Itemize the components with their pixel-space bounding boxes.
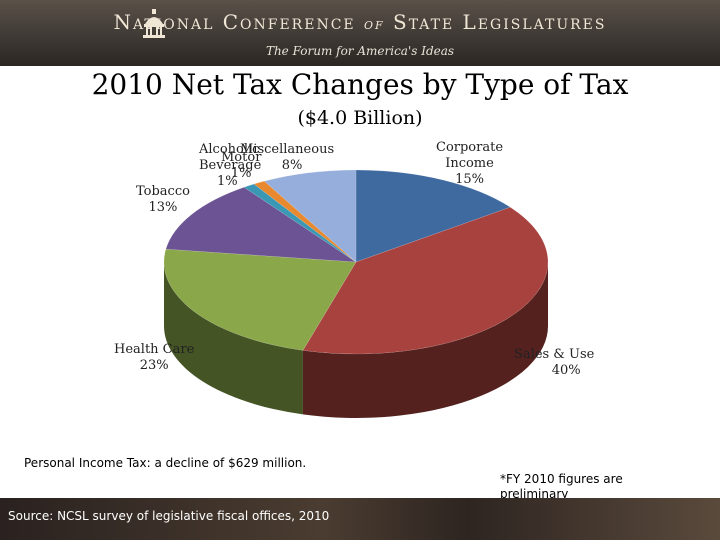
slice-label-health-value: 23% <box>139 358 169 373</box>
org-name: National Conference of State Legislature… <box>0 10 720 34</box>
slice-label-sales: Sales & Use 40% <box>514 347 594 379</box>
pie-slice-corporate-income <box>355 169 511 263</box>
pie-slice-health-care <box>163 248 357 351</box>
slice-label-tobacco-line1: Tobacco <box>136 184 190 199</box>
chart-title: 2010 Net Tax Changes by Type of Tax <box>91 68 629 101</box>
org-tagline: The Forum for America's Ideas <box>265 44 455 58</box>
pie-slice-miscellaneous <box>263 169 357 263</box>
org-name-part2: State Legislatures <box>393 10 607 34</box>
slice-label-alcohol: Alcoholic Beverage 1% <box>199 142 261 190</box>
slice-label-alcohol-value: 1% <box>217 174 238 189</box>
slice-label-health: Health Care 23% <box>114 342 194 374</box>
slice-label-motor-value: 1% <box>230 166 252 181</box>
slice-label-motor-line1: Motor <box>221 150 262 165</box>
pie-slice-alcoholic-beverage <box>243 183 357 263</box>
slice-label-tobacco-value: 13% <box>148 200 178 215</box>
slice-label-misc-line1: Miscellaneous <box>240 142 335 157</box>
slice-label-tobacco: Tobacco 13% <box>136 184 190 216</box>
slice-label-health-line1: Health Care <box>114 342 195 357</box>
source-note: Source: NCSL survey of legislative fisca… <box>8 509 330 523</box>
personal-income-note: Personal Income Tax: a decline of $629 m… <box>24 456 307 470</box>
pie-side-health-care <box>164 262 303 415</box>
preliminary-note: *FY 2010 figures are preliminary <box>500 472 623 500</box>
slice-label-corporate: Corporate Income 15% <box>436 140 503 188</box>
slice-label-motor: Motor 1% <box>221 150 261 182</box>
pie-slice-motor-fuel <box>253 180 357 263</box>
pie-side-sales-use <box>302 262 548 418</box>
footer-banner <box>0 498 720 540</box>
org-name-of: of <box>364 15 385 33</box>
slice-label-alcohol-line2: Beverage <box>199 158 262 173</box>
slice-label-corporate-value: 15% <box>455 172 484 187</box>
slice-label-corporate-line1: Corporate <box>436 140 504 155</box>
slice-label-sales-value: 40% <box>551 363 581 378</box>
slice-label-misc-value: 8% <box>281 158 303 173</box>
capitol-dome-icon <box>143 9 165 38</box>
chart-subtitle: ($4.0 Billion) <box>297 107 423 129</box>
slice-label-sales-line1: Sales & Use <box>514 347 595 362</box>
header-banner: National Conference of State Legislature… <box>0 0 720 66</box>
org-name-part1: National Conference <box>113 10 356 34</box>
slice-label-corporate-line2: Income <box>445 156 494 171</box>
slice-label-alcohol-line1: Alcoholic <box>199 142 260 157</box>
pie-slice-tobacco <box>165 186 357 263</box>
slice-label-misc: Miscellaneous 8% <box>240 142 334 174</box>
pie-slice-sales-use <box>302 206 549 355</box>
